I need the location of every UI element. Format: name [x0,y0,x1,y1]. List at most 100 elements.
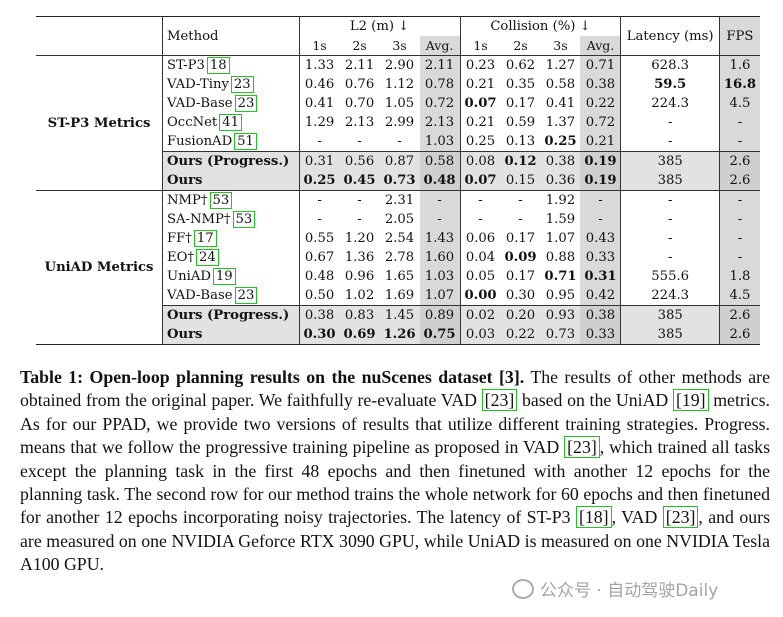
value-cell: 0.95 [541,286,581,306]
value-cell: - [719,248,760,267]
value-cell: 1.8 [719,267,760,286]
value-cell: 1.36 [340,248,380,267]
value-cell: 0.59 [501,113,541,132]
citation-link[interactable]: 53 [210,192,233,209]
method-cell: Ours [163,325,300,345]
value-cell: - [621,113,719,132]
method-name: UniAD [167,269,211,284]
value-cell: 0.19 [580,171,621,191]
watermark: 公众号 · 自动驾驶Daily [512,576,718,601]
caption-title: Table 1: Open-loop planning results on t… [20,367,524,387]
value-cell: 2.99 [380,113,420,132]
value-cell: 2.6 [719,152,760,172]
table-body: ST-P3 Metrics ST-P3 18 1.33 2.11 2.90 2.11 0.23… [36,56,760,345]
value-cell: 0.31 [580,267,621,286]
citation-link[interactable]: [23] [663,506,699,528]
value-cell: 0.48 [420,171,461,191]
wechat-icon [512,579,534,599]
value-cell: 0.38 [580,306,621,326]
method-name: FusionAD [167,134,232,149]
citation-link[interactable]: 19 [213,268,236,285]
value-cell: 1.59 [541,210,581,229]
value-cell: 0.76 [340,75,380,94]
citation-link[interactable]: 18 [207,57,230,74]
citation-link[interactable]: 41 [219,114,242,131]
value-cell: 0.13 [501,132,541,152]
value-cell: 0.78 [420,75,461,94]
citation-link[interactable]: 23 [235,287,258,304]
subheader: 3s [380,36,420,56]
value-cell: 0.25 [541,132,581,152]
value-cell: 1.33 [299,56,340,76]
value-cell: 0.36 [541,171,581,191]
value-cell: 0.17 [501,267,541,286]
value-cell: 0.05 [460,267,501,286]
value-cell: - [460,191,501,211]
value-cell: 385 [621,325,719,345]
value-cell: 0.71 [580,56,621,76]
value-cell: 385 [621,171,719,191]
value-cell: 0.87 [380,152,420,172]
method-name: Ours [167,173,202,188]
value-cell: 2.78 [380,248,420,267]
value-cell: 1.60 [420,248,461,267]
value-cell: 0.71 [541,267,581,286]
citation-link[interactable]: 23 [231,76,254,93]
citation-link[interactable]: 24 [196,249,219,266]
subheader: Avg. [420,36,461,56]
value-cell: 0.06 [460,229,501,248]
value-cell: 0.04 [460,248,501,267]
method-cell: SA-NMP† 53 [163,210,300,229]
value-cell: 0.22 [580,94,621,113]
value-cell: 1.27 [541,56,581,76]
value-cell: 2.13 [340,113,380,132]
value-cell: - [719,210,760,229]
value-cell: 0.30 [299,325,340,345]
value-cell: 385 [621,152,719,172]
table-caption: Table 1: Open-loop planning results on t… [20,366,770,577]
value-cell: - [340,191,380,211]
citation-link[interactable]: [18] [576,506,612,528]
value-cell: 0.50 [299,286,340,306]
fps-header: FPS [719,17,760,56]
subheader: 2s [340,36,380,56]
value-cell: 0.70 [340,94,380,113]
value-cell: 1.6 [719,56,760,76]
value-cell: 0.02 [460,306,501,326]
value-cell: 0.89 [420,306,461,326]
value-cell: 385 [621,306,719,326]
citation-link[interactable]: [23] [482,389,518,411]
method-name: Ours (Progress.) [167,308,289,323]
method-cell: VAD-Base 23 [163,94,300,113]
l2-header: L2 (m) ↓ [299,17,460,37]
value-cell: 1.45 [380,306,420,326]
method-cell: UniAD 19 [163,267,300,286]
results-table-wrap: Method L2 (m) ↓ Collision (%) ↓ Latency … [36,16,760,345]
value-cell: 1.02 [340,286,380,306]
value-cell: 0.43 [580,229,621,248]
value-cell: 4.5 [719,94,760,113]
method-name: FF† [167,231,192,246]
method-cell: FF† 17 [163,229,300,248]
citation-link[interactable]: [19] [673,389,709,411]
value-cell: 0.17 [501,94,541,113]
citation-link[interactable]: 23 [235,95,258,112]
citation-link[interactable]: 51 [234,133,257,150]
value-cell: 0.46 [299,75,340,94]
value-cell: 0.73 [380,171,420,191]
value-cell: 2.6 [719,306,760,326]
value-cell: 0.35 [501,75,541,94]
value-cell: 0.22 [501,325,541,345]
value-cell: - [420,210,461,229]
method-cell: NMP† 53 [163,191,300,211]
method-cell: EO† 24 [163,248,300,267]
citation-link[interactable]: [23] [564,436,600,458]
value-cell: 1.12 [380,75,420,94]
value-cell: - [501,210,541,229]
value-cell: 0.69 [340,325,380,345]
citation-link[interactable]: 17 [194,230,217,247]
citation-link[interactable]: 53 [233,211,256,228]
subheader: 1s [460,36,501,56]
method-name: VAD-Tiny [167,77,229,92]
value-cell: 2.05 [380,210,420,229]
